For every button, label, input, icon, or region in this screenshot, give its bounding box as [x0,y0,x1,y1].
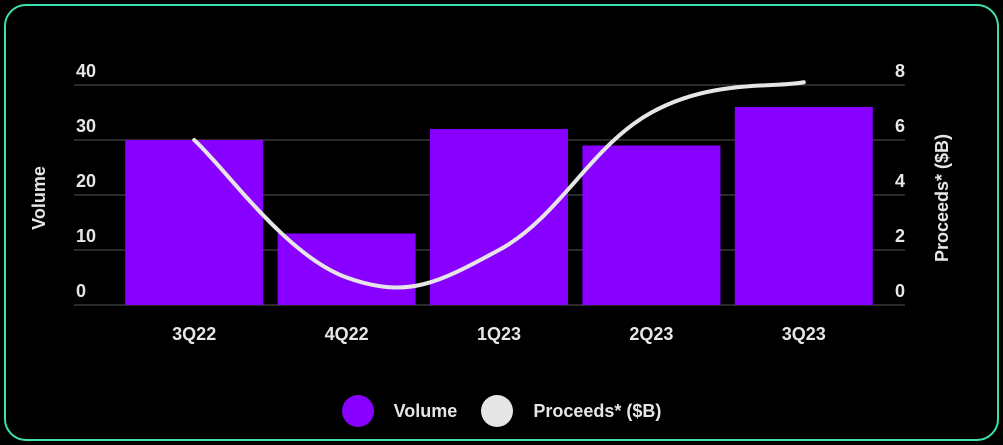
x-tick-label: 3Q22 [172,324,216,344]
y-left-tick-label: 0 [76,281,86,301]
legend: Volume Proceeds* ($B) [0,393,1003,429]
legend-label-volume: Volume [393,400,458,421]
legend-item-volume[interactable]: Volume [341,395,458,427]
x-tick-label: 3Q23 [782,324,826,344]
x-tick-label: 4Q22 [325,324,369,344]
y-left-tick-label: 20 [76,171,96,191]
y-left-tick-label: 30 [76,116,96,136]
y-right-tick-label: 0 [895,281,905,301]
y-left-tick-label: 10 [76,226,96,246]
legend-item-proceeds[interactable]: Proceeds* ($B) [481,395,661,427]
y-right-axis-title: Proceeds* ($B) [932,134,952,262]
y-right-tick-label: 8 [895,61,905,81]
bar-volume [582,145,721,305]
legend-label-proceeds: Proceeds* ($B) [533,400,662,421]
x-tick-label: 1Q23 [477,324,521,344]
bar-volume [277,233,416,305]
legend-swatch-proceeds [481,395,514,427]
bar-volume [125,140,264,305]
bar-volume [430,129,568,305]
y-left-tick-label: 40 [76,61,96,81]
y-right-tick-label: 4 [895,171,905,191]
y-left-axis-title: Volume [29,166,49,230]
y-right-tick-label: 2 [895,226,905,246]
bar-volume [734,107,873,305]
x-tick-label: 2Q23 [629,324,673,344]
legend-swatch-volume [341,395,374,427]
y-right-tick-label: 6 [895,116,905,136]
